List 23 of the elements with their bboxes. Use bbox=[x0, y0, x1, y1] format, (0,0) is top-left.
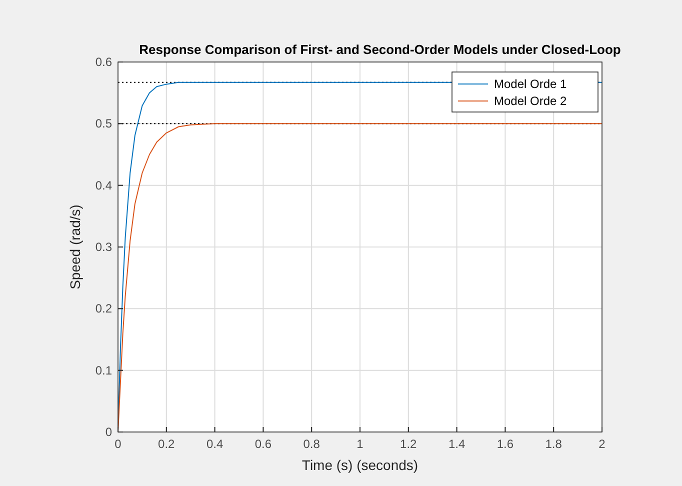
x-tick-label: 1.4 bbox=[448, 437, 466, 451]
x-tick-label: 1.2 bbox=[400, 437, 418, 451]
x-axis-title: Time (s) (seconds) bbox=[302, 457, 418, 473]
y-tick-label: 0.1 bbox=[95, 363, 112, 378]
x-tick-label: 1.6 bbox=[496, 437, 514, 451]
x-tick-label: 0.6 bbox=[254, 437, 272, 451]
y-tick-label: 0.2 bbox=[95, 302, 112, 316]
y-tick-label: 0.6 bbox=[95, 55, 112, 69]
x-tick-label: 0.8 bbox=[303, 437, 320, 451]
y-tick-label: 0.5 bbox=[95, 116, 112, 131]
y-tick-label: 0.3 bbox=[95, 240, 112, 254]
x-tick-label: 0.4 bbox=[206, 437, 224, 451]
x-tick-label: 0 bbox=[114, 437, 122, 451]
y-tick-label: 0 bbox=[105, 425, 112, 439]
chart-title: Response Comparison of First- and Second-Order Models under Closed-Loop bbox=[139, 42, 621, 57]
x-tick-label: 0.2 bbox=[158, 437, 176, 451]
y-axis-title: Speed (rad/s) bbox=[67, 204, 83, 290]
legend-label: Model Orde 2 bbox=[494, 94, 568, 108]
y-tick-label: 0.4 bbox=[95, 178, 112, 192]
x-tick-label: 2 bbox=[598, 437, 606, 451]
x-tick-label: 1.8 bbox=[545, 437, 562, 451]
x-tick-label: 1 bbox=[356, 437, 364, 451]
legend-label: Model Orde 1 bbox=[494, 77, 568, 91]
